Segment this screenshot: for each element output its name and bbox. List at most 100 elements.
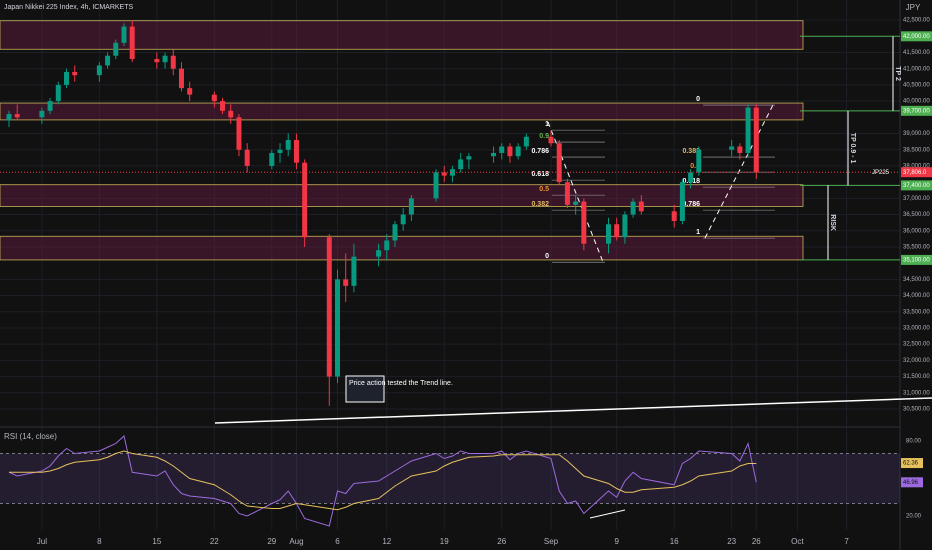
candle-body	[96, 65, 102, 76]
y-tick-label: 40,000.00	[903, 99, 930, 105]
candle-body	[556, 143, 562, 183]
swing-line	[547, 121, 604, 263]
candle-body	[343, 279, 349, 286]
zone	[0, 235, 804, 261]
level-label: 42,000.00	[903, 34, 930, 40]
x-tick-label: 26	[497, 537, 506, 546]
target-label: TP 0.9 - 1	[849, 133, 856, 164]
candle-body	[614, 224, 620, 238]
rsi-tick-label: 80.00	[906, 439, 922, 445]
candle-body	[154, 58, 160, 63]
candle-body	[753, 107, 759, 173]
target-label: RISK	[829, 214, 836, 231]
candle-body	[170, 55, 176, 69]
rsi-tag-label: 62.36	[903, 461, 919, 467]
note: Price action tested the Trend line.	[349, 380, 453, 387]
x-tick-label: 6	[335, 537, 340, 546]
rsi-tag	[901, 477, 923, 488]
trend-line	[214, 397, 932, 424]
y-tick-label: 40,500.00	[903, 82, 930, 88]
last-price-tag	[901, 167, 932, 178]
rsi-tick-label: 20.00	[906, 514, 922, 520]
x-tick-label: 23	[727, 537, 736, 546]
candle-body	[47, 101, 53, 111]
candle-body	[335, 279, 340, 377]
y-tick-label: 36,000.00	[903, 228, 930, 234]
y-tick-label: 34,000.00	[903, 293, 930, 299]
candle-body	[679, 182, 685, 222]
zone	[0, 184, 804, 207]
candle-body	[244, 149, 250, 166]
zone	[0, 20, 804, 50]
candle-body	[400, 214, 406, 225]
x-tick-label: Oct	[791, 537, 804, 546]
fib-label: 1	[696, 229, 700, 236]
x-tick-label: 9	[614, 537, 619, 546]
y-tick-label: 35,500.00	[903, 245, 930, 251]
target-label: TP 2	[894, 66, 901, 81]
rsi-band	[0, 453, 900, 504]
candle-body	[515, 146, 521, 157]
last-price-label: 37,806.0	[903, 170, 927, 176]
candle-body	[236, 117, 242, 150]
fib-label: 1	[545, 121, 549, 128]
x-tick-label: 12	[382, 537, 391, 546]
candle-body	[745, 107, 751, 153]
fib-label: 0.5	[690, 163, 700, 170]
level-tag	[901, 180, 932, 191]
y-tick-label: 38,000.00	[903, 164, 930, 170]
fib-label: 0	[545, 253, 549, 260]
candle-body	[121, 26, 127, 43]
currency: JPY	[906, 3, 921, 12]
candle-body	[466, 156, 472, 160]
fib-label: 0.5	[539, 186, 549, 193]
rsi-tag-label: 46.96	[903, 480, 919, 486]
candle-body	[351, 256, 357, 286]
candle-body	[6, 114, 12, 121]
candle-body	[64, 71, 70, 85]
candle-body	[548, 136, 554, 144]
candle-body	[671, 211, 677, 222]
candle-body	[573, 201, 579, 205]
level-tag	[901, 254, 932, 265]
candle-body	[499, 146, 505, 153]
y-tick-label: 34,500.00	[903, 277, 930, 283]
candle-body	[688, 172, 694, 183]
candle-body	[285, 140, 291, 150]
symbol-label: JP225	[872, 170, 890, 176]
candle-body	[277, 149, 283, 153]
candle-body	[507, 146, 513, 157]
divergence-line	[589, 509, 626, 519]
candle-body	[622, 214, 628, 238]
level-tag	[901, 31, 932, 42]
candle-body	[105, 55, 111, 66]
candle-body	[729, 146, 735, 150]
candle-body	[187, 88, 193, 95]
candle-body	[441, 172, 447, 176]
x-tick-label: 8	[97, 537, 102, 546]
candle-body	[162, 55, 168, 63]
rsi-line	[8, 435, 757, 527]
fib-label: 0.382	[682, 148, 700, 155]
x-tick-label: 16	[670, 537, 679, 546]
x-tick-label: Sep	[544, 537, 559, 546]
y-tick-label: 32,500.00	[903, 342, 930, 348]
y-tick-label: 33,500.00	[903, 309, 930, 315]
candle-body	[737, 146, 743, 153]
candle-body	[433, 172, 439, 199]
candle-body	[178, 68, 184, 89]
fib-label: 0.786	[682, 201, 700, 208]
candle-body	[523, 136, 529, 147]
candle-body	[564, 182, 570, 205]
candle-body	[55, 84, 61, 102]
candle-body	[696, 149, 702, 173]
y-tick-label: 37,000.00	[903, 196, 930, 202]
candle-body	[408, 198, 414, 215]
y-tick-label: 30,500.00	[903, 407, 930, 413]
rsi-ma-line	[9, 450, 757, 511]
candle-body	[220, 101, 226, 111]
candle-body	[449, 169, 455, 176]
candle-body	[14, 114, 20, 118]
x-tick-label: Aug	[289, 537, 303, 546]
zone	[0, 102, 804, 121]
